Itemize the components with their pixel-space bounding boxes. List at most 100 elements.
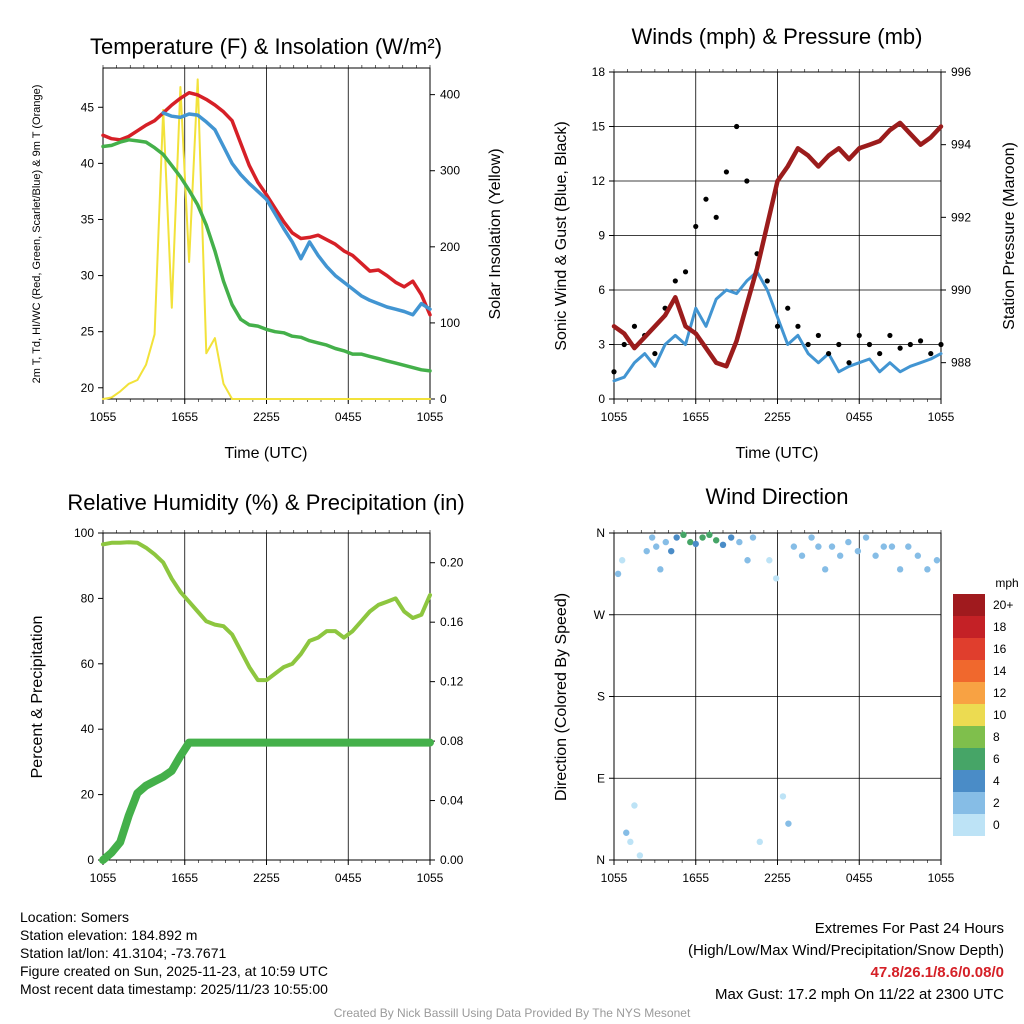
wind-direction-point xyxy=(845,538,852,546)
colorbar-label: 6 xyxy=(993,752,1000,766)
location-text: Location: Somers xyxy=(20,909,129,925)
colorbar-label: 4 xyxy=(993,774,1000,788)
colorbar-swatch xyxy=(953,770,985,792)
colorbar-label: 12 xyxy=(993,686,1007,700)
wind-direction-point xyxy=(643,547,650,555)
gust-point xyxy=(897,345,903,351)
gust-point xyxy=(917,338,924,344)
latlon-text: Station lat/lon: 41.3104; -73.7671 xyxy=(20,945,227,961)
temperature-line xyxy=(101,90,432,317)
wind-direction-point xyxy=(896,566,904,573)
x-tick-label: 1055 xyxy=(417,871,444,885)
x-tick-label: 1055 xyxy=(601,871,628,885)
extremes-title: Extremes For Past 24 Hours xyxy=(814,920,1004,937)
chart-title: Relative Humidity (%) & Precipitation (i… xyxy=(67,490,464,515)
wind-direction-point xyxy=(766,557,773,564)
wind-direction-point xyxy=(785,820,792,827)
colorbar-label: 0 xyxy=(993,818,1000,832)
wind-direction-point xyxy=(636,852,644,859)
y2-tick-label: 988 xyxy=(951,356,971,370)
gust-point xyxy=(713,214,719,220)
gust-point xyxy=(631,323,638,329)
precipitation-line xyxy=(99,738,434,864)
wind-direction-point xyxy=(673,534,680,541)
y2-tick-label: 300 xyxy=(440,164,460,178)
x-axis-label: Time (UTC) xyxy=(736,445,819,462)
colorbar-swatch xyxy=(953,638,985,660)
y2-tick-label: 996 xyxy=(951,65,971,79)
wind-direction-point xyxy=(779,793,787,800)
wind-chill-line xyxy=(161,111,432,317)
y-tick-label: 12 xyxy=(592,174,606,188)
humidity-line xyxy=(101,540,432,683)
chart-title: Wind Direction xyxy=(705,484,848,509)
y2-tick-label: 0.08 xyxy=(440,734,464,748)
elevation-text: Station elevation: 184.892 m xyxy=(20,927,198,943)
y-tick-label: 40 xyxy=(81,722,95,736)
x-tick-label: 0455 xyxy=(335,410,362,424)
y-tick-label: 40 xyxy=(81,156,95,170)
colorbar-swatch xyxy=(953,594,985,616)
colorbar-swatch xyxy=(953,726,985,748)
x-axis-label: Time (UTC) xyxy=(225,445,308,462)
wind-direction-point xyxy=(706,531,713,539)
gust-point xyxy=(652,350,658,357)
x-tick-label: 1055 xyxy=(417,410,444,424)
colorbar-swatch xyxy=(953,792,985,814)
y-tick-label: 35 xyxy=(81,212,95,226)
wind-direction-point xyxy=(756,838,763,846)
colorbar-label: 14 xyxy=(993,664,1007,678)
wind-direction-point xyxy=(933,557,941,564)
y-tick-label: 25 xyxy=(81,325,95,339)
gust-point xyxy=(723,169,730,175)
wind-direction-point xyxy=(623,829,630,836)
x-tick-label: 1055 xyxy=(90,871,117,885)
wind-direction-point xyxy=(699,534,706,541)
y2-axis-label: Station Pressure (Maroon) xyxy=(1001,142,1018,330)
wind-direction-point xyxy=(692,540,699,548)
recent-data-text: Most recent data timestamp: 2025/11/23 1… xyxy=(20,981,328,997)
colorbar-swatch xyxy=(953,814,985,836)
y2-tick-label: 0.20 xyxy=(440,556,464,570)
created-text: Figure created on Sun, 2025-11-23, at 10… xyxy=(20,963,328,979)
y-tick-label: N xyxy=(596,526,605,540)
wind-direction-point xyxy=(924,566,931,573)
y-tick-label: 9 xyxy=(598,229,605,243)
gust-point xyxy=(866,341,873,348)
gust-point xyxy=(744,178,750,184)
temperature-panel: 1055 1655 2255 0455 1055 20 25 30 35 40 45 0 100 200 3… xyxy=(31,34,504,462)
wind-direction-point xyxy=(749,534,757,541)
y-tick-label: 15 xyxy=(592,120,606,134)
x-tick-label: 0455 xyxy=(846,410,873,424)
gust-point xyxy=(703,196,709,202)
y-tick-label: N xyxy=(596,853,605,867)
y2-tick-label: 0.00 xyxy=(440,853,464,867)
x-tick-label: 1655 xyxy=(682,410,709,424)
y2-axis-label: Solar Insolation (Yellow) xyxy=(487,148,504,319)
chart-title: Winds (mph) & Pressure (mb) xyxy=(632,24,923,49)
gust-point xyxy=(805,341,811,348)
x-tick-label: 2255 xyxy=(253,410,280,424)
y-tick-label: 0 xyxy=(598,392,605,406)
wind-direction-point xyxy=(668,547,675,555)
wind-direction-point xyxy=(888,543,896,550)
x-tick-label: 1055 xyxy=(90,410,117,424)
wind-direction-point xyxy=(657,566,664,573)
y-tick-label: 20 xyxy=(81,788,95,802)
y2-tick-label: 0.16 xyxy=(440,615,464,629)
wind-direction-point xyxy=(798,552,806,559)
station-info: Location: Somers Station elevation: 184.… xyxy=(20,908,328,998)
wind-direction-point xyxy=(687,538,694,546)
extremes-info: Extremes For Past 24 Hours (High/Low/Max… xyxy=(688,918,1004,1006)
y-tick-label: 18 xyxy=(592,65,606,79)
wind-direction-point xyxy=(905,543,912,550)
extremes-legend: (High/Low/Max Wind/Precipitation/Snow De… xyxy=(688,942,1004,959)
wind-direction-point xyxy=(790,543,798,550)
gust-point xyxy=(734,123,740,130)
wind-direction-point xyxy=(631,802,638,809)
gust-point xyxy=(764,278,770,284)
gust-point xyxy=(938,341,944,348)
y-tick-label: 30 xyxy=(81,269,95,283)
pressure-line xyxy=(611,120,944,369)
y-axis-label: Direction (Colored By Speed) xyxy=(553,593,570,801)
